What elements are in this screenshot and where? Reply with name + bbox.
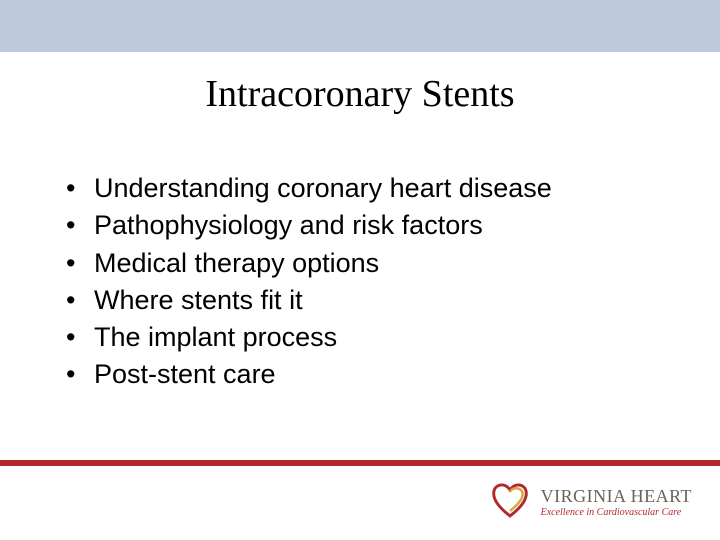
list-item: The implant process (60, 319, 680, 356)
list-item: Understanding coronary heart disease (60, 170, 680, 207)
top-band (0, 0, 720, 52)
org-name: VIRGINIA HEART (541, 487, 692, 507)
slide: Intracoronary Stents Understanding coron… (0, 0, 720, 540)
bullet-text: Where stents fit it (94, 285, 303, 315)
bullet-list: Understanding coronary heart disease Pat… (60, 170, 680, 394)
bullet-text: Medical therapy options (94, 248, 379, 278)
divider-bar (0, 460, 720, 466)
footer-text: VIRGINIA HEART Excellence in Cardiovascu… (541, 487, 692, 518)
list-item: Post-stent care (60, 356, 680, 393)
footer: VIRGINIA HEART Excellence in Cardiovascu… (489, 479, 692, 526)
bullet-text: Understanding coronary heart disease (94, 173, 552, 203)
bullet-text: Pathophysiology and risk factors (94, 210, 483, 240)
tagline: Excellence in Cardiovascular Care (541, 507, 692, 518)
slide-title: Intracoronary Stents (0, 72, 720, 116)
bullet-text: The implant process (94, 322, 337, 352)
bullet-text: Post-stent care (94, 359, 276, 389)
list-item: Pathophysiology and risk factors (60, 207, 680, 244)
heart-logo-icon (489, 479, 531, 526)
list-item: Where stents fit it (60, 282, 680, 319)
list-item: Medical therapy options (60, 245, 680, 282)
